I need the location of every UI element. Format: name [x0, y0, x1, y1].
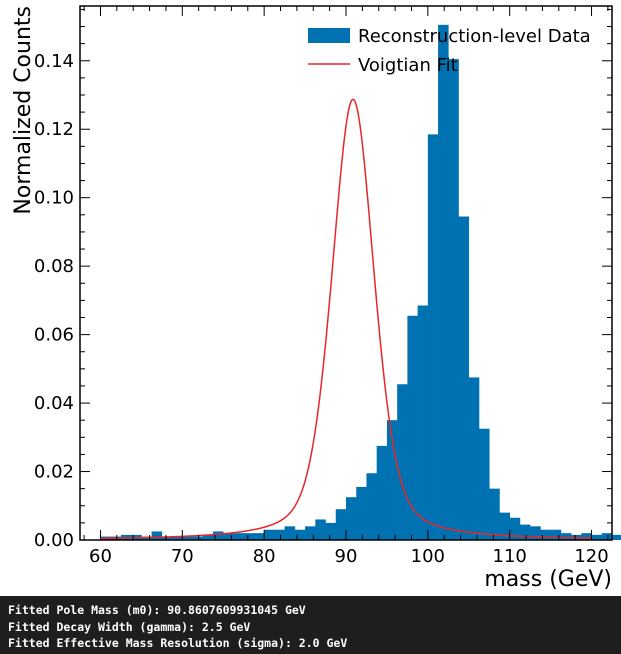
histogram-bar [356, 486, 367, 540]
legend-label-fit: Voigtian Fit [358, 55, 458, 76]
x-tick-label: 110 [493, 546, 527, 567]
histogram-bar [417, 305, 429, 540]
histogram-bar [151, 531, 163, 540]
histogram-bar [141, 536, 152, 540]
legend-swatch-data [308, 28, 350, 43]
histogram-bar [305, 526, 316, 540]
console-output: Fitted Pole Mass (m0): 90.8607609931045 … [0, 596, 621, 654]
histogram-bar [223, 533, 234, 540]
plot-frame [79, 5, 613, 541]
y-tick-label: 0.10 [34, 188, 74, 209]
histogram-bar [274, 529, 285, 540]
x-tick-label: 120 [574, 546, 608, 567]
legend: Reconstruction-level Data Voigtian Fit [308, 26, 591, 76]
x-tick-label: 100 [411, 546, 445, 567]
histogram-bar [519, 524, 531, 540]
histogram-chart: 60 70 80 90 100 110 120 0.00 0.02 0.04 0.06 0.08 0.1… [11, 5, 621, 592]
histogram-bar [591, 534, 603, 540]
histogram-bar [530, 526, 541, 540]
histogram-bar [315, 519, 326, 540]
chart-area: 60 70 80 90 100 110 120 0.00 0.02 0.04 0.06 0.08 0.1… [11, 5, 621, 592]
histogram-bar [346, 497, 357, 540]
y-tick-label: 0.12 [34, 119, 74, 140]
histogram-bar [438, 24, 449, 541]
console-line-pole-mass: Fitted Pole Mass (m0): 90.8607609931045 … [8, 603, 306, 617]
histogram-bar [386, 420, 398, 540]
histogram-bar [192, 536, 204, 540]
console-line-mass-resolution: Fitted Effective Mass Resolution (sigma)… [8, 636, 348, 650]
histogram-bar [560, 533, 572, 540]
x-tick-label: 90 [335, 546, 358, 567]
histogram-bar [202, 534, 214, 540]
console-line-decay-width: Fitted Decay Width (gamma): 2.5 GeV [8, 619, 251, 634]
x-axis-title: mass (GeV) [484, 567, 612, 592]
axis-tick-labels: 60 70 80 90 100 110 120 0.00 0.02 0.04 0.06 0.08 0.1… [34, 51, 609, 567]
histogram-bar [499, 512, 510, 540]
histogram-bar [509, 517, 521, 540]
histogram-bar [540, 529, 551, 540]
histogram-bar [172, 536, 183, 540]
x-tick-label: 60 [89, 546, 112, 567]
histogram-bar [458, 216, 470, 540]
histogram-bar [161, 536, 173, 540]
histogram-bar [468, 377, 480, 540]
y-tick-label: 0.04 [34, 393, 74, 414]
y-tick-label: 0.08 [34, 256, 74, 277]
y-tick-label: 0.14 [34, 51, 74, 72]
histogram-bar [407, 315, 418, 540]
histogram-bar [550, 529, 562, 540]
histogram-bar [376, 445, 388, 540]
histogram-bar [325, 522, 337, 540]
histogram-bar [213, 531, 224, 540]
histogram-bar [284, 526, 296, 540]
histogram-bars [100, 24, 621, 541]
histogram-bar [182, 536, 193, 540]
histogram-bar [366, 473, 377, 540]
axis-ticks [80, 6, 612, 541]
histogram-bar [233, 533, 244, 540]
histogram-bar [243, 533, 255, 540]
x-tick-label: 80 [253, 546, 276, 567]
histogram-bar [264, 529, 275, 540]
histogram-bar [294, 529, 306, 540]
y-tick-label: 0.02 [34, 462, 74, 483]
voigtian-fit-line [100, 98, 592, 540]
legend-label-data: Reconstruction-level Data [358, 26, 591, 47]
histogram-bar [612, 534, 621, 540]
histogram-bar [448, 59, 459, 541]
y-tick-label: 0.00 [34, 530, 74, 551]
histogram-bar [489, 488, 500, 540]
histogram-bar [335, 509, 347, 540]
x-tick-label: 70 [171, 546, 194, 567]
histogram-bar [581, 533, 592, 540]
histogram-bar [427, 134, 439, 540]
histogram-bar [253, 533, 265, 540]
histogram-bar [397, 384, 408, 540]
histogram-bar [479, 428, 490, 540]
fit-curve-layer [100, 98, 592, 540]
y-tick-label: 0.06 [34, 325, 74, 346]
histogram-bar [601, 533, 613, 540]
y-axis-title: Normalized Counts [11, 6, 36, 215]
